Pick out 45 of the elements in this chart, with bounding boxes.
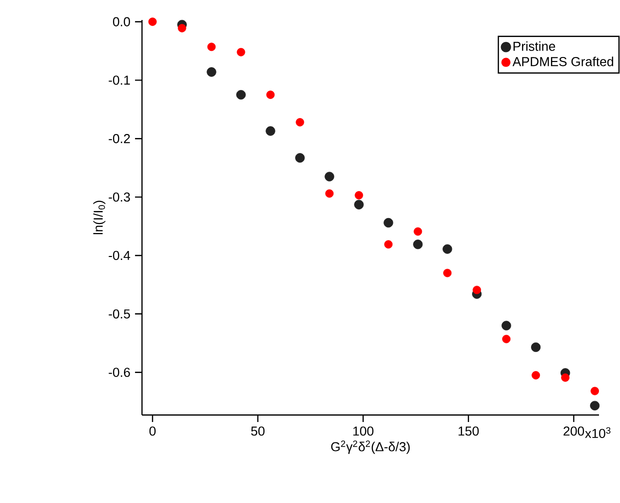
x-tick-label: 100	[353, 426, 374, 436]
point	[532, 371, 540, 380]
y-axis-title: ln(I/I$_{0}$)	[93, 200, 106, 234]
x-tick-label: 150	[458, 426, 479, 436]
point	[502, 320, 512, 330]
point	[413, 240, 423, 250]
point	[561, 373, 570, 382]
point	[148, 18, 157, 26]
point	[442, 244, 452, 254]
y-tick-label: -0.5	[108, 309, 130, 318]
point	[236, 48, 246, 56]
y-tick-label: -0.6	[108, 368, 130, 377]
point	[443, 268, 452, 278]
y-tick-label: -0.4	[108, 250, 130, 260]
point	[354, 200, 364, 210]
point	[325, 189, 334, 198]
point	[296, 118, 304, 126]
y-tick-label: 0.0	[113, 17, 130, 26]
point	[266, 90, 275, 99]
point	[384, 240, 393, 249]
point	[178, 24, 186, 32]
text: x10$^{3}$	[585, 427, 610, 438]
y-tick-label: -0.3	[108, 192, 130, 202]
point	[295, 153, 305, 163]
point	[236, 90, 246, 100]
legend-label: Pristine	[514, 41, 556, 51]
point	[354, 191, 364, 200]
point	[206, 67, 216, 77]
legend-label: APDMES Grafted	[512, 56, 614, 66]
point	[266, 126, 276, 136]
point	[324, 172, 334, 182]
point	[414, 227, 422, 236]
point	[502, 334, 511, 344]
point	[384, 218, 394, 228]
point	[207, 42, 216, 52]
y-tick-label: -0.2	[108, 134, 130, 144]
x-tick-label: 0	[149, 426, 156, 436]
point	[472, 286, 482, 294]
y-tick-label: -0.1	[108, 76, 130, 85]
point	[531, 342, 541, 352]
x-tick-label: 200	[564, 426, 584, 436]
x-tick-label: 50	[251, 426, 265, 436]
point	[590, 386, 599, 396]
point	[590, 400, 600, 410]
x-axis-title: G$^{2}$γ$^{2}$δ$^{2}$(Δ-δ/3)	[331, 440, 410, 454]
